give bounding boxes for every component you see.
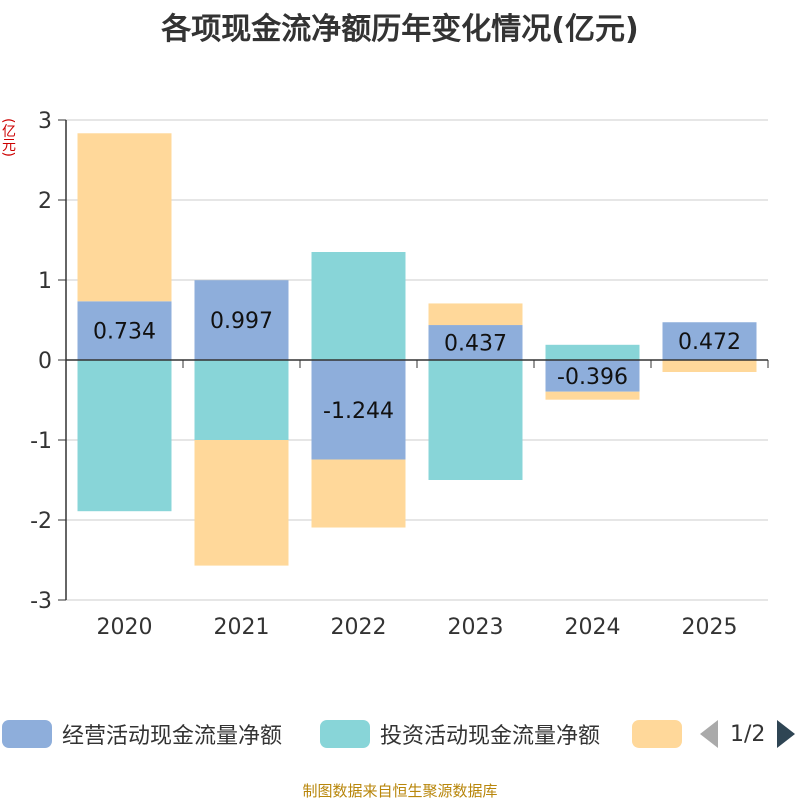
x-tick-label: 2021 xyxy=(214,615,270,640)
bar-1-2023 xyxy=(428,325,523,360)
bar-3-2022 xyxy=(311,459,406,528)
legend-item-investing[interactable]: 投资活动现金流量净额 xyxy=(320,716,600,752)
data-source-note: 制图数据来自恒生聚源数据库 xyxy=(302,782,498,800)
y-tick-label: 2 xyxy=(38,189,52,214)
y-tick-label: -2 xyxy=(30,509,52,534)
legend-swatch-investing xyxy=(320,720,370,748)
chart-title: 各项现金流净额历年变化情况(亿元) xyxy=(161,12,639,47)
legend-label-investing: 投资活动现金流量净额 xyxy=(380,724,601,749)
data-label-2025: 0.472 xyxy=(678,330,741,355)
data-label-2022: -1.244 xyxy=(323,399,394,424)
legend-label-operating: 经营活动现金流量净额 xyxy=(62,724,283,749)
legend-next-icon[interactable] xyxy=(777,720,796,748)
x-tick-label: 2025 xyxy=(682,615,738,640)
legend: 经营活动现金流量净额 投资活动现金流量净额 1/2 xyxy=(0,716,800,752)
data-label-2023: 0.437 xyxy=(444,332,507,357)
bar-2-2022 xyxy=(311,252,406,360)
x-tick-label: 2023 xyxy=(448,615,504,640)
y-tick-label: -3 xyxy=(30,589,52,614)
legend-pager: 1/2 xyxy=(700,716,796,752)
y-tick-label: 0 xyxy=(38,349,52,374)
bar-2-2020 xyxy=(77,360,172,512)
bar-3-2024 xyxy=(545,391,640,400)
legend-page-indicator: 1/2 xyxy=(730,721,766,747)
bar-3-2023 xyxy=(428,303,523,326)
bar-2-2021 xyxy=(194,360,289,440)
y-tick-label: -1 xyxy=(30,429,52,454)
legend-prev-icon[interactable] xyxy=(700,720,718,748)
data-label-2024: -0.396 xyxy=(557,365,628,390)
data-label-2020: 0.734 xyxy=(93,320,156,345)
legend-item-operating[interactable]: 经营活动现金流量净额 xyxy=(2,716,282,752)
bar-1-2024 xyxy=(545,360,640,392)
bar-1-2022 xyxy=(311,360,406,460)
y-tick-label: 3 xyxy=(38,109,52,134)
data-label-2021: 0.997 xyxy=(210,309,273,334)
x-tick-label: 2020 xyxy=(97,615,153,640)
bar-1-2021 xyxy=(194,280,289,360)
y-axis-unit: (亿元) xyxy=(0,118,16,157)
bar-3-2021 xyxy=(194,440,289,566)
x-tick-label: 2022 xyxy=(331,615,387,640)
legend-item-financing[interactable] xyxy=(632,716,682,752)
legend-swatch-financing xyxy=(632,720,682,748)
x-tick-label: 2024 xyxy=(565,615,621,640)
legend-swatch-operating xyxy=(2,720,52,748)
bar-3-2020 xyxy=(77,133,172,302)
bar-1-2025 xyxy=(662,322,757,360)
bar-3-2025 xyxy=(662,360,757,372)
bar-2-2023 xyxy=(428,360,523,480)
bar-1-2020 xyxy=(77,301,172,360)
y-tick-label: 1 xyxy=(38,269,52,294)
bar-2-2024 xyxy=(545,344,640,360)
